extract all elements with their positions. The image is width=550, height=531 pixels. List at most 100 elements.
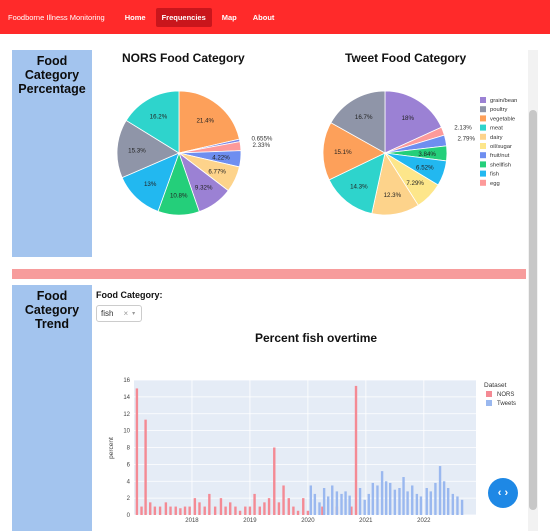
bar-nors[interactable] <box>277 502 281 515</box>
bar-nors[interactable] <box>354 385 358 515</box>
bar-legend-label[interactable]: Tweets <box>497 401 516 407</box>
bar-tweets[interactable] <box>380 471 384 515</box>
nav-home[interactable]: Home <box>124 12 146 22</box>
scrollbar-thumb[interactable] <box>529 110 537 510</box>
bar-nors[interactable] <box>219 498 223 515</box>
bar-nors[interactable] <box>208 493 211 515</box>
bar-nors[interactable] <box>244 506 247 515</box>
bar-nors[interactable] <box>238 510 242 515</box>
bar-nors[interactable] <box>282 485 285 515</box>
bar-nors[interactable] <box>179 508 182 515</box>
bar-tweets[interactable] <box>442 481 446 515</box>
legend-swatch[interactable] <box>480 170 486 177</box>
bar-nors[interactable] <box>296 510 300 515</box>
bar-nors[interactable] <box>188 506 191 515</box>
brand-title[interactable]: Foodborne Illness Monitoring <box>8 12 105 22</box>
bar-tweets[interactable] <box>446 488 450 515</box>
legend-swatch[interactable] <box>480 152 486 159</box>
bar-tweets[interactable] <box>398 488 401 515</box>
legend-swatch[interactable] <box>480 124 486 131</box>
legend-label[interactable]: egg <box>490 181 500 187</box>
bar-tweets[interactable] <box>419 496 423 515</box>
bar-tweets[interactable] <box>313 493 317 515</box>
bar-tweets[interactable] <box>451 493 455 515</box>
bar-tweets[interactable] <box>376 485 379 515</box>
bar-nors[interactable] <box>169 506 172 515</box>
bar-tweets[interactable] <box>406 491 409 515</box>
bar-legend-swatch[interactable] <box>486 400 492 406</box>
legend-label[interactable]: vegetable <box>490 116 515 122</box>
legend-label[interactable]: shellfish <box>490 162 511 168</box>
nors-slice-poultry[interactable] <box>116 119 180 179</box>
bar-tweets[interactable] <box>460 499 464 515</box>
bar-tweets[interactable] <box>389 482 392 515</box>
nav-map[interactable]: Map <box>221 12 237 22</box>
code-toggle-button[interactable]: ‹ › <box>488 478 518 508</box>
bar-nors[interactable] <box>263 502 266 515</box>
tweet-slice-meat[interactable] <box>328 152 386 215</box>
legend-swatch[interactable] <box>480 143 486 149</box>
legend-swatch[interactable] <box>480 115 486 122</box>
bar-tweets[interactable] <box>402 477 405 515</box>
bar-nors[interactable] <box>135 388 139 515</box>
bar-nors[interactable] <box>234 506 237 515</box>
legend-label[interactable]: dairy <box>490 135 503 141</box>
bar-nors[interactable] <box>287 498 290 515</box>
legend-swatch[interactable] <box>480 179 486 186</box>
bar-nors[interactable] <box>248 506 252 515</box>
legend-swatch[interactable] <box>480 97 486 103</box>
bar-tweets[interactable] <box>425 488 428 515</box>
bar-tweets[interactable] <box>429 491 432 515</box>
bar-tweets[interactable] <box>393 489 397 515</box>
bar-nors[interactable] <box>174 506 177 515</box>
bar-tweets[interactable] <box>438 466 442 515</box>
bar-nors[interactable] <box>149 502 152 515</box>
nav-frequencies[interactable]: Frequencies <box>155 7 212 27</box>
bar-nors[interactable] <box>224 506 227 515</box>
bar-nors[interactable] <box>158 506 162 515</box>
bar-nors[interactable] <box>350 506 353 515</box>
legend-label[interactable]: fish <box>490 172 499 178</box>
bar-tweets[interactable] <box>318 502 321 515</box>
bar-nors[interactable] <box>198 502 201 515</box>
tweet-slice-vegetable[interactable] <box>322 122 386 181</box>
bar-nors[interactable] <box>213 506 217 515</box>
bar-nors[interactable] <box>306 510 310 515</box>
bar-tweets[interactable] <box>456 496 459 515</box>
bar-nors[interactable] <box>273 447 276 516</box>
bar-tweets[interactable] <box>384 481 388 515</box>
bar-tweets[interactable] <box>331 485 334 515</box>
bar-legend-swatch[interactable] <box>486 391 492 397</box>
bar-nors[interactable] <box>292 506 295 515</box>
nav-about[interactable]: About <box>252 12 275 22</box>
bar-tweets[interactable] <box>415 493 419 515</box>
bar-tweets[interactable] <box>344 491 347 515</box>
bar-nors[interactable] <box>140 506 143 515</box>
bar-tweets[interactable] <box>371 482 375 515</box>
legend-label[interactable]: meat <box>490 126 503 132</box>
bar-tweets[interactable] <box>434 482 437 515</box>
bar-nors[interactable] <box>258 506 261 515</box>
bar-tweets[interactable] <box>411 485 414 515</box>
bar-nors[interactable] <box>321 506 324 515</box>
bar-tweets[interactable] <box>322 488 326 515</box>
legend-label[interactable]: fruit/nut <box>490 153 510 159</box>
nors-slice-meat[interactable] <box>125 90 180 154</box>
legend-swatch[interactable] <box>480 133 486 140</box>
bar-nors[interactable] <box>153 506 157 515</box>
bar-nors[interactable] <box>144 419 147 515</box>
tweet-slice-poultry[interactable] <box>330 90 386 154</box>
legend-swatch[interactable] <box>480 161 486 168</box>
clear-icon[interactable]: × <box>123 309 129 318</box>
food-category-dropdown[interactable]: fish × ▾ <box>96 305 142 322</box>
legend-swatch[interactable] <box>480 106 486 113</box>
bar-nors[interactable] <box>203 506 206 515</box>
bar-tweets[interactable] <box>340 493 343 515</box>
nors-slice-vegetable[interactable] <box>178 90 240 154</box>
bar-nors[interactable] <box>183 506 187 515</box>
legend-label[interactable]: oil/sugar <box>490 144 512 150</box>
bar-nors[interactable] <box>253 493 256 515</box>
bar-nors[interactable] <box>193 498 197 515</box>
bar-legend-label[interactable]: NORS <box>497 392 514 398</box>
bar-tweets[interactable] <box>367 493 370 515</box>
